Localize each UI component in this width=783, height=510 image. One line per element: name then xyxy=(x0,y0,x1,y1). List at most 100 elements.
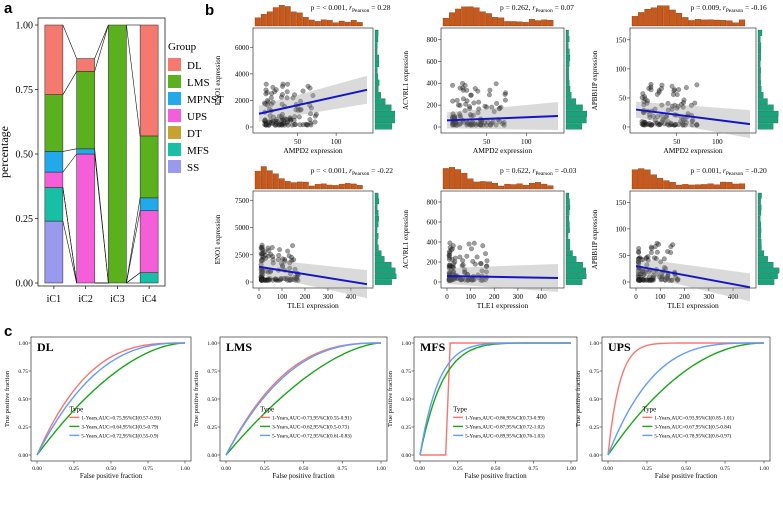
scatter-point xyxy=(639,121,645,127)
top-hist-bar xyxy=(688,184,695,190)
scatter-point xyxy=(493,81,499,87)
top-hist-bar xyxy=(644,169,651,190)
ylabel: ENO1 expression xyxy=(214,55,222,105)
right-hist-bar xyxy=(374,204,378,210)
scatter-point xyxy=(501,119,507,125)
top-hist-bar xyxy=(516,21,523,27)
top-hist-bar xyxy=(442,17,449,27)
top-hist-bar xyxy=(314,184,321,190)
r-symbol: r xyxy=(532,3,535,12)
ytick-label: 400 xyxy=(427,239,438,247)
top-hist-bar xyxy=(344,183,351,190)
right-hist-bar xyxy=(374,215,379,222)
right-hist-bar xyxy=(565,117,587,124)
top-hist-bar xyxy=(473,7,480,27)
top-hist-bar xyxy=(350,183,357,190)
top-hist-bar xyxy=(266,170,273,190)
bar-segment-ss xyxy=(44,220,64,284)
top-hist-bar xyxy=(650,174,657,190)
scatter-point xyxy=(305,122,310,128)
roc-xlabel: False positive fraction xyxy=(272,472,335,480)
top-hist-bar xyxy=(504,21,511,27)
legend-swatch-mfs xyxy=(168,143,181,156)
top-hist-bar xyxy=(694,184,701,190)
xtick-label: 0.25 xyxy=(453,466,463,472)
scatter-point xyxy=(286,253,292,259)
scatter-point xyxy=(662,277,668,283)
bar-segment-mpnst xyxy=(44,151,64,173)
roc-curve-3-years xyxy=(225,342,382,456)
panel-letter-c: c xyxy=(4,323,12,340)
scatter-point xyxy=(293,121,299,127)
scatter-point xyxy=(488,122,494,128)
scatter-point xyxy=(278,276,284,282)
top-hist-bar xyxy=(713,184,720,190)
stat-text: p = < 0.001, rPearson = 0.28 xyxy=(311,3,391,14)
bar-segment-mfs xyxy=(44,187,64,222)
scatter-point xyxy=(284,275,290,281)
xtick-label: 200 xyxy=(679,293,690,301)
bar-segment-dl xyxy=(139,24,159,137)
right-hist-bar xyxy=(757,61,761,68)
r-value: = -0.16 xyxy=(743,3,767,12)
roc-curve-5-years xyxy=(419,342,571,456)
scatter-point xyxy=(266,248,272,254)
top-hist-bar xyxy=(455,8,462,27)
scatter-point xyxy=(290,243,296,249)
top-hist-bar xyxy=(669,9,676,27)
scatter-point xyxy=(689,118,695,124)
scatter-point xyxy=(292,274,298,280)
right-hist-bar xyxy=(757,85,762,92)
ylabel: APBB1IP expression xyxy=(591,209,599,269)
scatter-point xyxy=(670,91,676,97)
right-hist-bar xyxy=(757,238,762,245)
scatter-point xyxy=(660,117,666,123)
ytick-label: 800 xyxy=(427,199,438,207)
top-hist-bar xyxy=(485,13,492,27)
scatter-point xyxy=(658,259,664,265)
xtick-label: 1.00 xyxy=(566,466,576,472)
scatter-point xyxy=(674,277,680,283)
scatter-point xyxy=(277,277,283,283)
ytick-label: 0 xyxy=(623,279,627,287)
scatter-point xyxy=(287,277,293,283)
ytick-label: 0.25 xyxy=(401,425,411,431)
top-hist-bar xyxy=(290,182,297,190)
xlabel: TLE1 expression xyxy=(477,301,529,310)
top-hist-bar xyxy=(467,6,474,27)
roc-legend-label: 3-Years,AUC=0.64,95%CI(0.5-0.79) xyxy=(81,423,158,430)
alluvial-link xyxy=(94,24,109,59)
scatter-point xyxy=(672,102,678,108)
scatter-point xyxy=(675,276,681,282)
stat-text: p = 0.001, rPearson = -0.20 xyxy=(690,166,767,177)
roc-legend-title: Type xyxy=(453,405,467,413)
scatter-point xyxy=(636,277,641,283)
r-value: = 0.07 xyxy=(553,3,574,12)
roc-xlabel: False positive fraction xyxy=(464,472,527,480)
right-hist-bar xyxy=(565,261,583,268)
roc-xlabel: False positive fraction xyxy=(655,472,718,480)
bar-segment-mpnst xyxy=(76,148,95,155)
scatter-point xyxy=(263,81,269,87)
right-hist-bar xyxy=(374,256,385,262)
xtick-label: 0 xyxy=(634,293,638,301)
scatter-point xyxy=(694,82,700,88)
top-hist-bar xyxy=(442,168,449,190)
scatter-point xyxy=(681,97,687,103)
legend-label-mfs: MFS xyxy=(187,145,209,157)
scatter-point xyxy=(665,249,671,254)
xtick-label: 0.00 xyxy=(415,466,425,472)
roc-ylabel: True positive fraction xyxy=(387,370,394,427)
xtick-label: 100 xyxy=(655,293,666,301)
top-hist-bar xyxy=(284,181,291,190)
roc-legend-label: 3-Years,AUC=0.87,95%CI(0.72-1.02) xyxy=(465,423,545,430)
scatter-point xyxy=(312,119,318,125)
top-hist-bar xyxy=(504,183,511,190)
xtick-label: 0.00 xyxy=(221,466,231,472)
scatter-point xyxy=(467,105,473,111)
roc-frame xyxy=(30,336,192,462)
r-symbol: r xyxy=(532,166,535,175)
right-hist-bar xyxy=(565,192,570,199)
top-hist-bar xyxy=(260,166,267,190)
scatter-point xyxy=(259,251,265,257)
